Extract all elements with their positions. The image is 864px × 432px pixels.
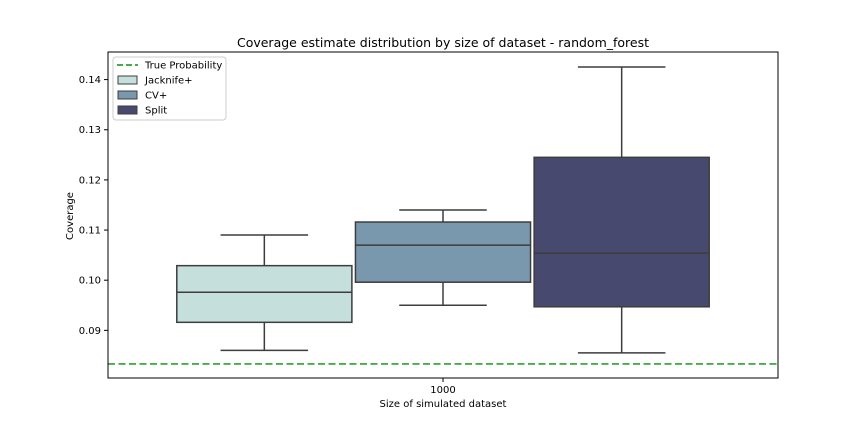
x-axis: 1000	[430, 378, 456, 396]
y-tick-label: 0.10	[79, 276, 101, 287]
legend-label: Jacknife+	[144, 76, 193, 87]
y-tick-label: 0.13	[79, 125, 101, 136]
y-axis-label: Coverage	[65, 192, 76, 240]
y-tick-label: 0.12	[79, 175, 101, 186]
legend-swatch	[117, 75, 138, 85]
y-tick-label: 0.11	[79, 226, 101, 237]
x-axis-label: Size of simulated dataset	[380, 399, 507, 410]
legend-label: CV+	[145, 91, 167, 102]
box	[354, 221, 532, 283]
chart-title: Coverage estimate distribution by size o…	[237, 35, 649, 50]
legend-swatch	[117, 90, 138, 100]
legend-frame	[112, 56, 227, 121]
y-tick-label: 0.14	[79, 75, 101, 86]
x-tick-label: 1000	[430, 385, 455, 396]
legend: True Probability Jacknife+ CV+ Split	[112, 56, 227, 121]
y-tick-label: 0.09	[79, 326, 101, 337]
legend-label: Split	[145, 106, 167, 117]
boxes-group	[176, 66, 710, 354]
legend-swatch	[117, 105, 138, 115]
box	[176, 264, 353, 324]
legend-label: True Probability	[144, 61, 222, 72]
box	[533, 156, 710, 308]
y-axis: 0.09 0.10 0.11 0.12 0.13 0.14	[79, 75, 108, 337]
